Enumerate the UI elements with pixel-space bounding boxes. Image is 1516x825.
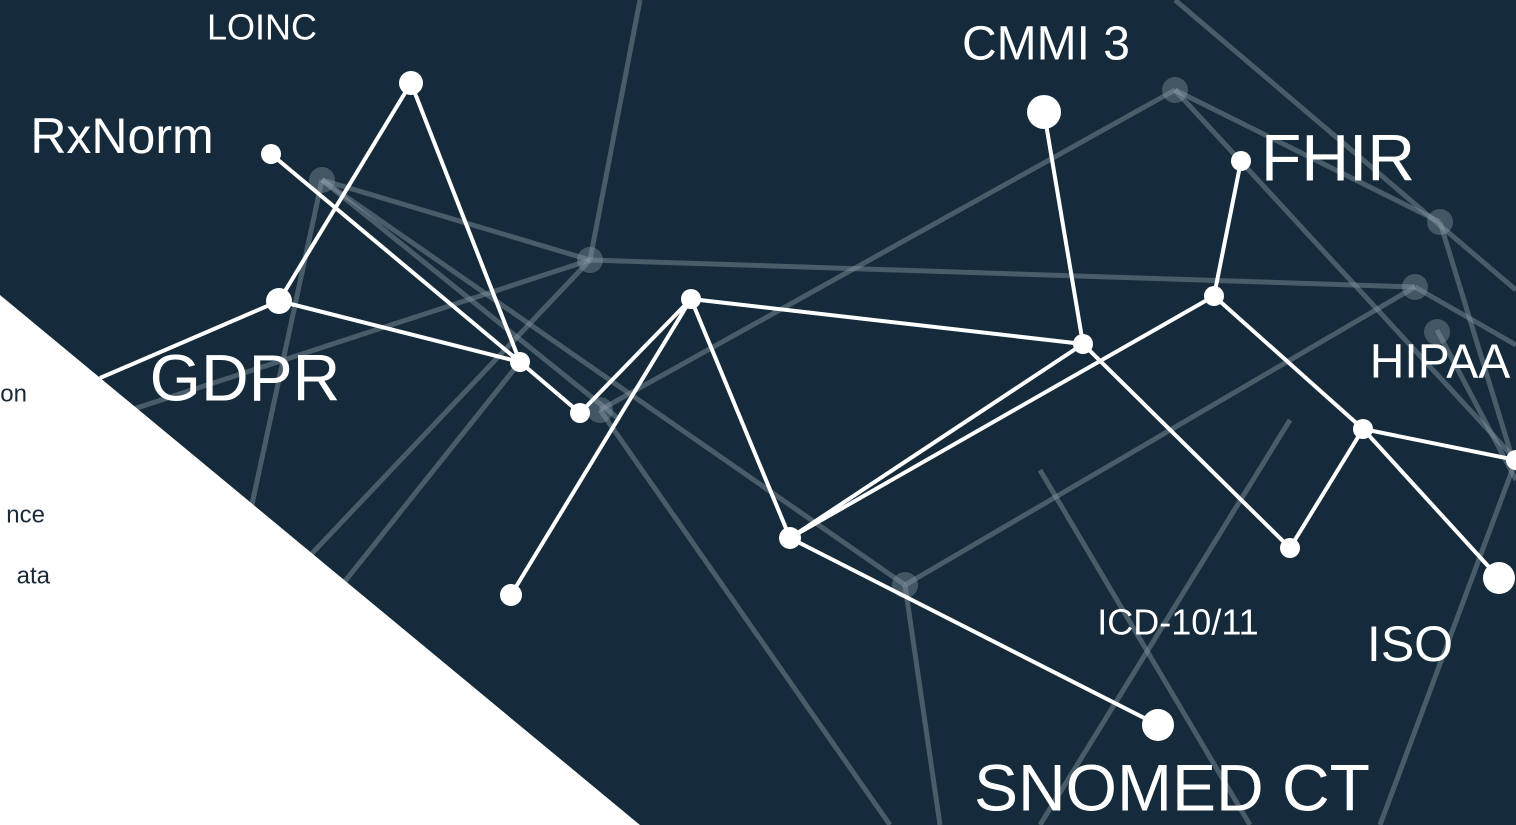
node bbox=[261, 144, 281, 164]
cut-text: on bbox=[0, 380, 27, 407]
faint-node bbox=[1162, 77, 1188, 103]
standard-label: CMMI 3 bbox=[962, 18, 1130, 71]
faint-node bbox=[892, 572, 918, 598]
standard-label: FHIR bbox=[1261, 120, 1415, 194]
node bbox=[1353, 419, 1373, 439]
standard-label: RxNorm bbox=[30, 108, 213, 164]
cut-text: nce bbox=[6, 501, 45, 528]
node bbox=[681, 289, 701, 309]
node bbox=[570, 403, 590, 423]
network-graphic: LOINC CMMI 3 RxNorm FHIR GDPR HIPAA ICD-10/11 I… bbox=[0, 0, 1516, 825]
node bbox=[510, 352, 530, 372]
standard-label: GDPR bbox=[150, 340, 341, 414]
node bbox=[266, 288, 292, 314]
node bbox=[1231, 151, 1251, 171]
node bbox=[399, 71, 423, 95]
faint-node bbox=[1427, 209, 1453, 235]
node bbox=[1204, 286, 1224, 306]
node bbox=[779, 527, 801, 549]
node bbox=[1142, 709, 1174, 741]
node bbox=[1483, 562, 1515, 594]
page: {"labels": ["LOINC", "CMMI 3", "RxNorm",… bbox=[0, 0, 1516, 825]
standard-label: ISO bbox=[1367, 616, 1453, 672]
node bbox=[1280, 538, 1300, 558]
standard-label: HIPAA bbox=[1370, 336, 1510, 389]
standard-label: ICD-10/11 bbox=[1097, 602, 1258, 643]
faint-node bbox=[577, 247, 603, 273]
node bbox=[1027, 95, 1061, 129]
standard-label: LOINC bbox=[207, 7, 317, 48]
standard-label: SNOMED CT bbox=[974, 750, 1370, 824]
node bbox=[1073, 334, 1093, 354]
cut-text: ata bbox=[17, 562, 51, 589]
faint-node bbox=[1402, 274, 1428, 300]
node bbox=[500, 584, 522, 606]
